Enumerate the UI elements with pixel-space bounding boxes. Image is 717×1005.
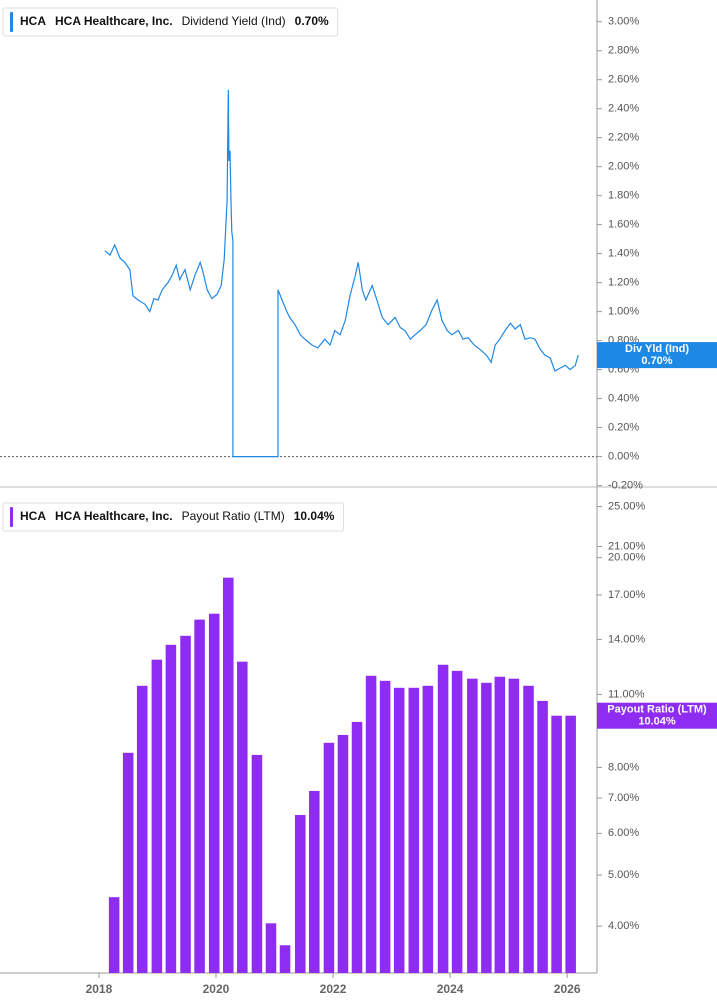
bar (122, 752, 134, 973)
y-tick-label: 5.00% (608, 869, 639, 881)
y-tick-label: 25.00% (608, 501, 646, 513)
legend-last-label: 0.70% (295, 14, 329, 28)
y-tick-label: 6.00% (608, 827, 639, 839)
legend-company: HCA Healthcare, Inc. (55, 509, 173, 523)
badge-label: Div Yld (Ind) (625, 343, 689, 355)
bar (337, 734, 349, 973)
bar (467, 678, 478, 973)
y-tick-label: 8.00% (608, 761, 639, 773)
y-tick-label: 11.00% (608, 688, 645, 700)
bar (523, 685, 534, 973)
legend-box (2, 502, 344, 532)
y-tick-label: 2.00% (608, 161, 639, 173)
legend-ticker: HCA (20, 14, 46, 28)
y-tick-label: 2.60% (608, 74, 639, 86)
y-tick-label: 7.00% (608, 792, 639, 804)
bar (151, 659, 163, 973)
bar (351, 721, 363, 973)
bar (551, 715, 562, 973)
legend-last-label: 10.04% (294, 509, 335, 523)
y-tick-label: 0.20% (608, 421, 639, 433)
legend-metric: Payout Ratio (LTM) (182, 509, 285, 523)
bar (437, 664, 449, 973)
bar (323, 742, 335, 973)
y-tick-label: 0.00% (608, 450, 639, 462)
bar (251, 754, 263, 973)
legend-company: HCA Healthcare, Inc. (55, 14, 173, 28)
bar (408, 687, 420, 973)
legend: HCA HCA Healthcare, Inc. Payout Ratio (LTM… (2, 502, 344, 532)
bar (481, 682, 492, 973)
badge-label: Payout Ratio (LTM) (607, 704, 707, 716)
y-tick-label: 17.00% (608, 589, 646, 601)
bar (108, 897, 120, 973)
bar (237, 661, 248, 973)
x-tick-label: 2024 (437, 982, 464, 996)
y-tick-label: 3.00% (608, 16, 639, 28)
legend-metric: Dividend Yield (Ind) (182, 14, 286, 28)
bar (136, 685, 148, 973)
bar (379, 680, 391, 973)
y-tick-label: 20.00% (608, 552, 646, 564)
y-tick-label: 21.00% (608, 540, 646, 552)
value-badge (597, 702, 717, 729)
bar (165, 644, 177, 973)
bar (537, 700, 548, 973)
y-tick-label: 1.80% (608, 190, 639, 202)
bar (451, 670, 463, 973)
y-tick-label: 1.20% (608, 277, 639, 289)
x-tick-label: 2018 (86, 982, 113, 996)
y-tick-label: 2.20% (608, 132, 639, 144)
bar (279, 945, 291, 973)
bar (208, 613, 220, 973)
bar (365, 675, 377, 973)
legend-box (2, 7, 339, 37)
bar (422, 685, 434, 973)
legend-ticker: HCA (20, 509, 46, 523)
y-tick-label: 4.00% (608, 920, 639, 932)
value-badge (597, 342, 717, 369)
y-tick-label: 0.40% (608, 392, 639, 404)
badge-value: 10.04% (638, 716, 676, 728)
x-tick-label: 2020 (203, 982, 230, 996)
data-line (104, 89, 579, 458)
y-tick-label: 1.00% (608, 306, 639, 318)
y-tick-label: 14.00% (608, 633, 646, 645)
bar (294, 815, 306, 973)
bar (393, 687, 405, 973)
legend-swatch (10, 507, 13, 527)
bar (508, 678, 520, 973)
x-tick-label: 2022 (320, 982, 347, 996)
y-tick-label: -0.20% (608, 479, 643, 491)
legend: HCA HCA Healthcare, Inc. Dividend Yield (I… (2, 7, 339, 37)
bar (194, 619, 205, 973)
legend-swatch (10, 12, 13, 32)
bar (565, 715, 576, 973)
y-tick-label: 1.60% (608, 219, 639, 231)
badge-value: 0.70% (641, 355, 672, 367)
bar (222, 577, 234, 973)
bar (265, 923, 277, 973)
bar (180, 635, 191, 973)
y-tick-label: 2.40% (608, 103, 639, 115)
bar (309, 790, 320, 973)
y-tick-label: 2.80% (608, 45, 639, 57)
bar (494, 676, 506, 973)
x-tick-label: 2026 (554, 982, 581, 996)
y-tick-label: 1.40% (608, 248, 639, 260)
